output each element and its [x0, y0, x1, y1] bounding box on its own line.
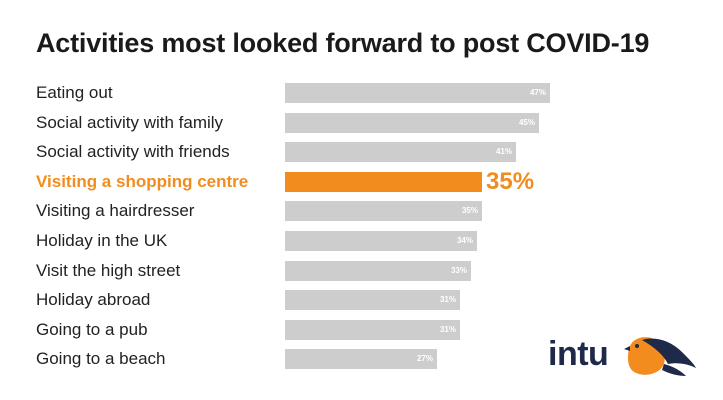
chart-title: Activities most looked forward to post C…	[36, 28, 650, 58]
bar: 27%	[285, 349, 437, 369]
category-label: Social activity with family	[36, 113, 224, 132]
bar-value-label: 31%	[439, 295, 456, 304]
bar-value-label: 45%	[518, 118, 535, 127]
bar-value-label: 31%	[439, 325, 456, 334]
category-label: Going to a pub	[36, 320, 148, 339]
bar-value-label: 34%	[456, 236, 473, 245]
category-label: Visiting a hairdresser	[36, 201, 195, 220]
category-label: Visiting a shopping centre	[36, 172, 249, 191]
highlight-value-label: 35%	[486, 168, 535, 195]
bird-icon	[624, 337, 696, 376]
bar: 35%	[285, 201, 482, 221]
bar: 31%	[285, 290, 460, 310]
bar: 34%	[285, 231, 477, 251]
category-label: Going to a beach	[36, 349, 166, 368]
category-label: Holiday abroad	[36, 290, 151, 309]
intu-logo: intu	[548, 332, 698, 382]
bar-value-label: 41%	[495, 147, 512, 156]
category-label: Holiday in the UK	[36, 231, 168, 250]
category-label: Social activity with friends	[36, 142, 230, 161]
bar: 45%	[285, 113, 539, 133]
bar-value-label: 33%	[450, 266, 467, 275]
bar: 31%	[285, 320, 460, 340]
category-label: Eating out	[36, 83, 113, 102]
category-label: Visit the high street	[36, 261, 181, 280]
bar-value-label: 35%	[461, 206, 478, 215]
bar: 33%	[285, 261, 471, 281]
bar-value-label: 27%	[416, 354, 433, 363]
logo-text: intu	[548, 335, 609, 373]
highlight-bar	[285, 172, 482, 192]
bar: 41%	[285, 142, 516, 162]
bar-value-label: 47%	[529, 88, 546, 97]
bar: 47%	[285, 83, 550, 103]
